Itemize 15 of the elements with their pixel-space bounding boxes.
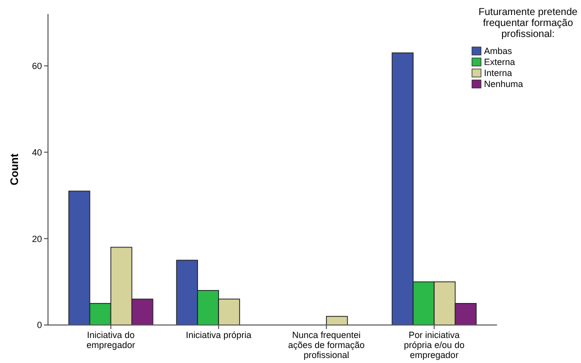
x-tick-label: Nunca frequentei ações de formação profissional bbox=[288, 330, 365, 360]
y-tick-label: 60 bbox=[32, 60, 42, 71]
x-tick-label: Iniciativa do empregador bbox=[86, 330, 136, 350]
y-tick-label: 20 bbox=[32, 234, 42, 244]
legend-label: Interna bbox=[484, 68, 512, 78]
y-tick-label: 40 bbox=[32, 147, 42, 158]
y-tick-label: 0 bbox=[36, 320, 42, 330]
legend-label: Externa bbox=[484, 57, 516, 67]
legend-label: Ambas bbox=[484, 46, 513, 56]
bar bbox=[326, 316, 348, 326]
legend-title: Futuramente pretende frequentar formação profissional: bbox=[478, 7, 578, 40]
legend-label: Nenhuma bbox=[484, 79, 524, 89]
x-tick-label: Iniciativa própria bbox=[186, 330, 252, 340]
x-tick-label: Por iniciativa própria e/ou do empregador bbox=[404, 330, 464, 360]
y-axis-title: Count bbox=[9, 153, 21, 186]
